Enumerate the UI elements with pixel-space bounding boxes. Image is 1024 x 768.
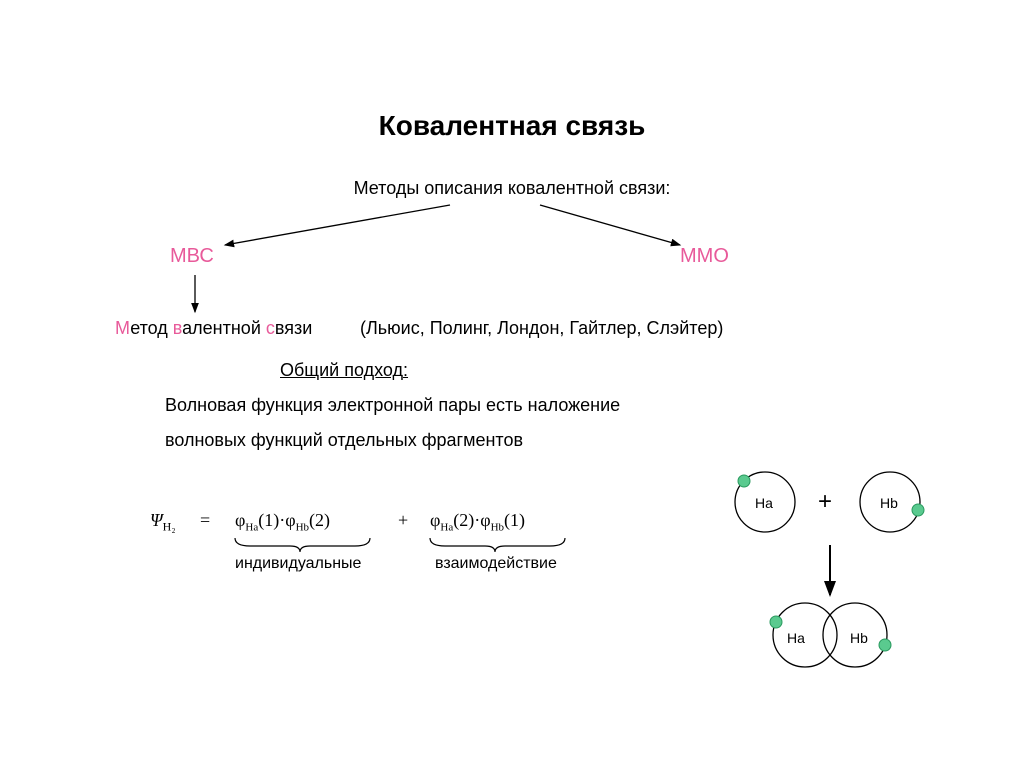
body-line2: волновых функций отдельных фрагментов [165, 430, 523, 451]
equation-label2: взаимодействие [435, 555, 557, 573]
atom-ha-top: Ha [755, 495, 773, 511]
method-mbc: МВС [170, 245, 214, 268]
body-line1: Волновая функция электронной пары есть н… [165, 395, 620, 416]
atoms-plus: + [818, 488, 832, 516]
equation-lhs: ΨH₂ [150, 510, 176, 535]
page-title: Ковалентная связь [0, 110, 1024, 142]
atom-hb-bottom: Hb [850, 630, 868, 646]
equation-plus: + [398, 510, 408, 531]
names-list: (Льюис, Полинг, Лондон, Гайтлер, Слэйтер… [360, 318, 723, 339]
equation-eq: = [200, 510, 210, 531]
equation-label1: индивидуальные [235, 555, 361, 573]
equation-term2: φHa(2)·φHb(1) [430, 510, 525, 534]
subtitle: Методы описания ковалентной связи: [0, 178, 1024, 199]
method-mmo: ММО [680, 245, 729, 268]
approach-label: Общий подход: [280, 360, 408, 381]
atom-ha-bottom: Ha [787, 630, 805, 646]
atom-hb-top: Hb [880, 495, 898, 511]
equation-term1: φHa(1)·φHb(2) [235, 510, 330, 534]
method-full: Метод валентной связи [115, 318, 312, 339]
